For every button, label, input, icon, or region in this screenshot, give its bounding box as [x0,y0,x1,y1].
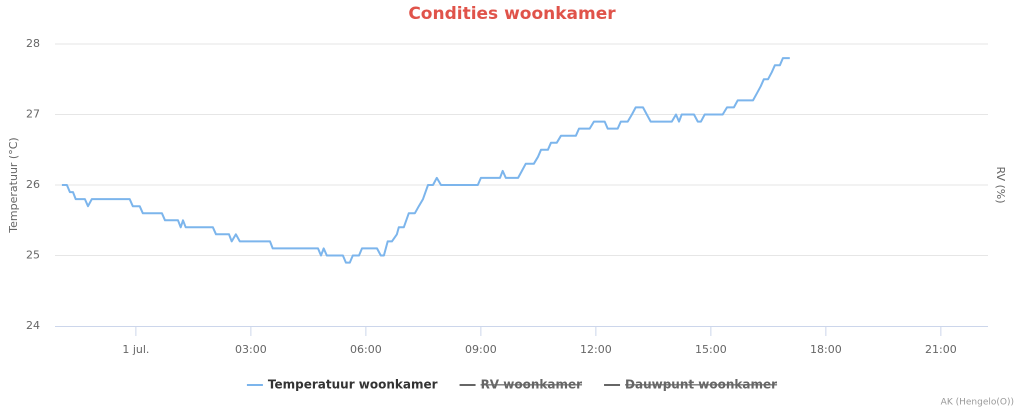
x-tick-label: 12:00 [580,343,612,356]
x-tick-label: 1 jul. [122,343,149,356]
legend-item[interactable]: Temperatuur woonkamer [246,378,438,392]
credits: AK (Hengelo(O)) [941,398,1014,408]
x-tick-label: 18:00 [810,343,842,356]
legend-item[interactable]: RV woonkamer [459,378,583,392]
y-tick-label: 25 [26,249,40,262]
y-tick-label: 28 [26,37,40,50]
data-line [61,57,790,264]
legend-label[interactable]: RV woonkamer [481,378,583,392]
x-tick-label: 06:00 [350,343,382,356]
x-tick-label: 09:00 [465,343,497,356]
x-tick-label: 21:00 [925,343,957,356]
x-tick-label: 03:00 [235,343,267,356]
x-tick-label: 15:00 [695,343,727,356]
chart-title: Condities woonkamer [408,4,616,24]
y-tick-label: 26 [26,178,40,191]
y2-axis-title: RV (%) [994,166,1007,203]
y-tick-label: 27 [26,108,40,121]
y-axis-title: Temperatuur (°C) [7,137,20,233]
legend-label[interactable]: Temperatuur woonkamer [268,378,438,392]
legend-label[interactable]: Dauwpunt woonkamer [625,378,777,392]
y-tick-label: 24 [26,319,40,332]
legend-item[interactable]: Dauwpunt woonkamer [604,378,777,392]
